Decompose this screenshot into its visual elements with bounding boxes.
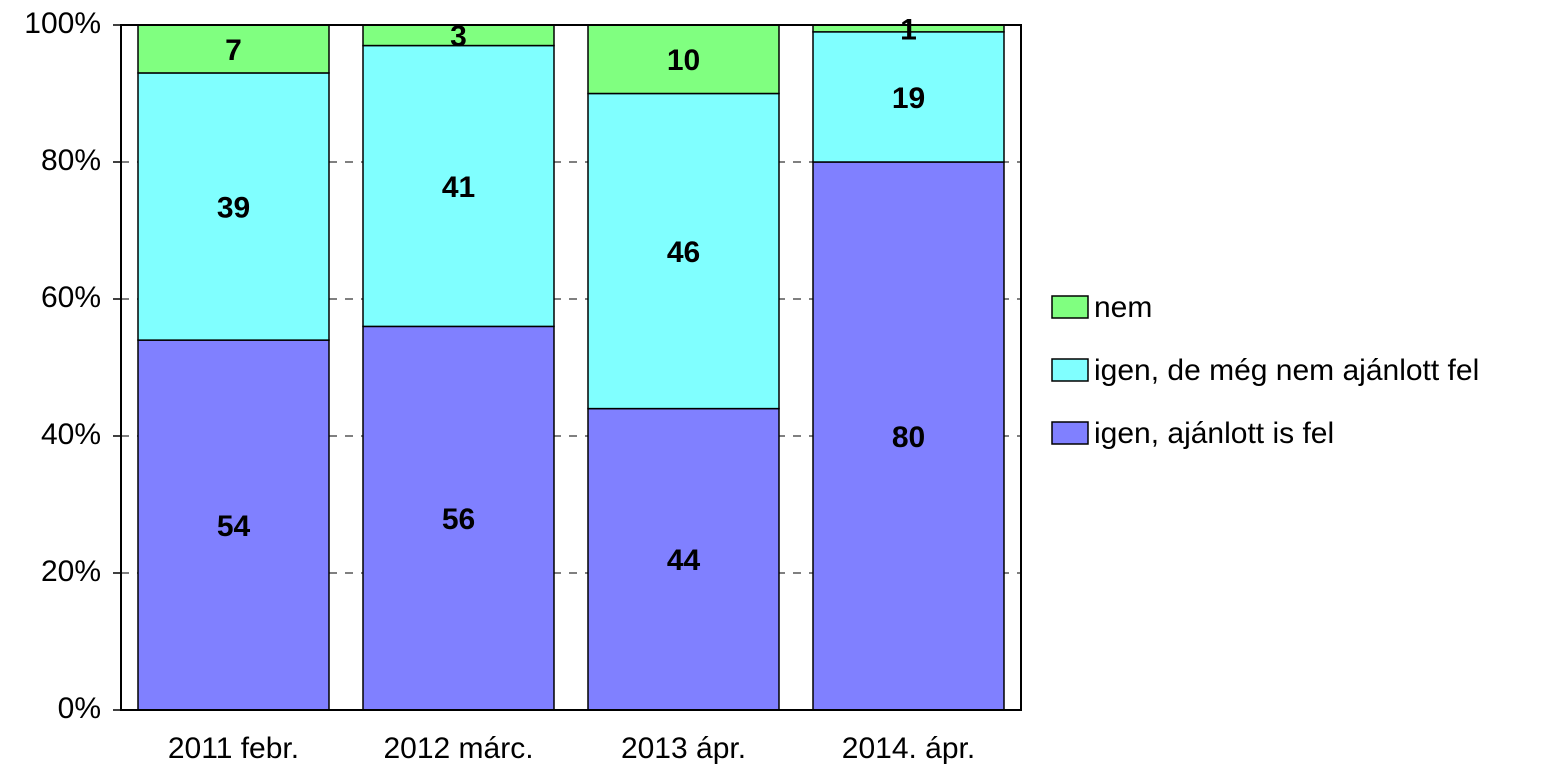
data-label: 3 xyxy=(450,20,467,53)
legend-swatch xyxy=(1051,295,1089,319)
bar-segment xyxy=(362,325,555,711)
data-label: 39 xyxy=(217,191,250,224)
y-tick-label: 100% xyxy=(24,7,101,40)
bar-segment xyxy=(812,31,1005,163)
bar-segment xyxy=(587,24,780,95)
bar-segment xyxy=(812,161,1005,711)
data-label: 19 xyxy=(892,82,925,115)
plot-frame xyxy=(120,24,1022,711)
data-label: 54 xyxy=(217,510,251,543)
y-tick-label: 40% xyxy=(41,418,101,451)
data-label: 7 xyxy=(225,34,242,67)
legend-swatch xyxy=(1051,421,1089,445)
legend-label: nem xyxy=(1094,291,1152,324)
x-tick-label: 2014. ápr. xyxy=(842,732,975,765)
legend-label: igen, de még nem ajánlott fel xyxy=(1094,354,1479,387)
data-label: 44 xyxy=(667,544,701,577)
data-label: 80 xyxy=(892,421,925,454)
data-label: 10 xyxy=(667,44,700,77)
x-tick-label: 2012 márc. xyxy=(383,732,533,765)
x-tick-label: 2013 ápr. xyxy=(621,732,746,765)
bar-segment xyxy=(587,92,780,410)
y-tick-label: 80% xyxy=(41,144,101,177)
y-tick-label: 20% xyxy=(41,555,101,588)
legend-label: igen, ajánlott is fel xyxy=(1094,417,1334,450)
bar-segment xyxy=(362,44,555,328)
bar-segment xyxy=(587,407,780,711)
y-tick-label: 0% xyxy=(58,692,101,725)
data-label: 46 xyxy=(667,236,700,269)
bar-segment xyxy=(137,24,330,74)
data-label: 56 xyxy=(442,503,475,536)
data-label: 41 xyxy=(442,171,475,204)
bar-segment xyxy=(137,72,330,341)
legend-swatch xyxy=(1051,358,1089,382)
x-tick-label: 2011 febr. xyxy=(168,732,299,765)
y-tick-label: 60% xyxy=(41,281,101,314)
bar-segment xyxy=(137,339,330,711)
data-label: 1 xyxy=(900,13,917,46)
